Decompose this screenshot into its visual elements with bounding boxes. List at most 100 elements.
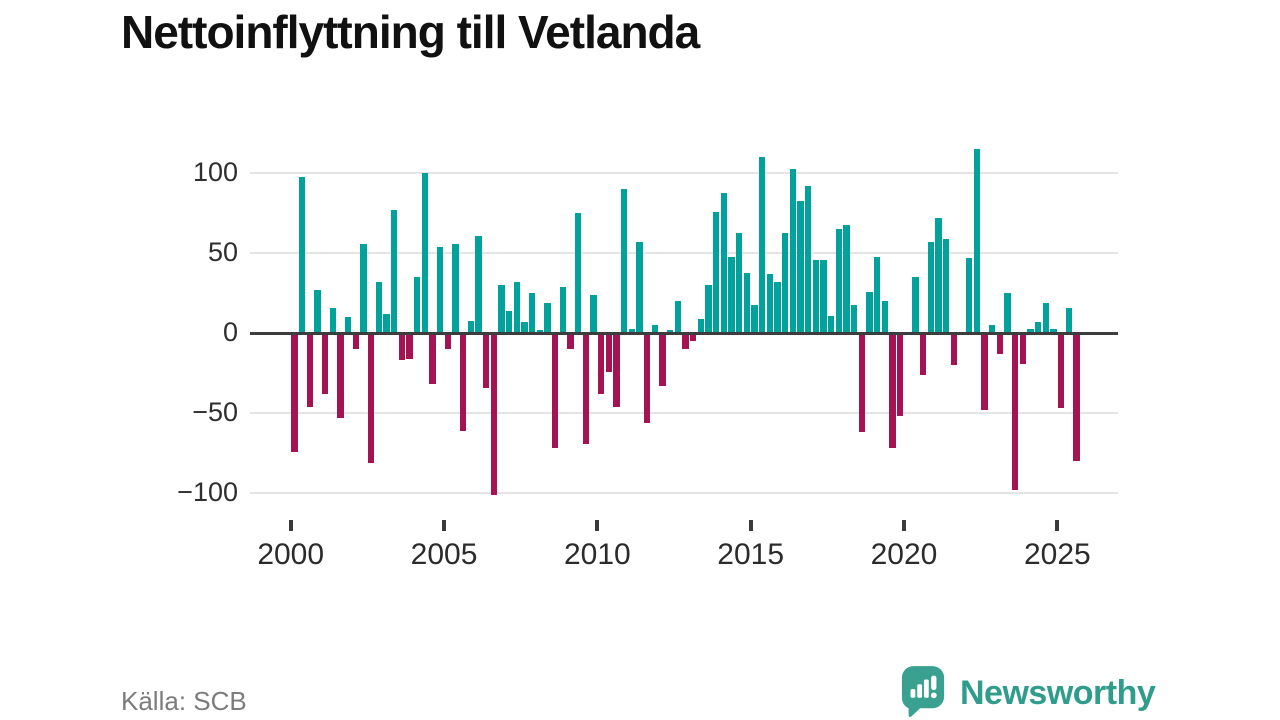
bar-2022-q4 xyxy=(988,325,996,334)
bar-2005-q4 xyxy=(467,320,474,334)
bar-2000-q4 xyxy=(314,290,321,334)
bar-2018-q1 xyxy=(843,224,850,334)
bar-2005-q3 xyxy=(459,333,467,431)
bar-2010-q4 xyxy=(620,189,628,334)
bar-2025-q2 xyxy=(1065,307,1072,334)
bar-2015-q4 xyxy=(774,282,781,334)
gridline-y-100 xyxy=(250,492,1118,495)
x-axis-label: 2025 xyxy=(1023,538,1091,571)
x-axis-label: 2020 xyxy=(870,538,938,571)
x-axis-label: 2005 xyxy=(410,538,478,571)
bar-2012-q4 xyxy=(682,333,689,350)
bar-2011-q1 xyxy=(628,328,635,334)
y-axis-label: 0 xyxy=(222,317,238,348)
bar-2008-q4 xyxy=(559,286,566,334)
x-tick-2000 xyxy=(288,520,293,531)
bar-2017-q4 xyxy=(835,229,842,334)
bar-2001-q2 xyxy=(329,307,336,334)
bar-2024-q3 xyxy=(1042,302,1049,334)
bar-2016-q2 xyxy=(789,168,796,334)
bar-2014-q3 xyxy=(735,232,743,334)
bar-2013-q2 xyxy=(697,318,704,334)
bar-2004-q1 xyxy=(413,277,421,334)
newsworthy-logo-icon xyxy=(900,664,946,720)
bar-2017-q3 xyxy=(827,315,835,334)
bar-2007-q4 xyxy=(528,293,536,334)
newsworthy-brand: Newsworthy xyxy=(900,664,1156,720)
bar-2007-q3 xyxy=(521,322,528,334)
bar-2007-q2 xyxy=(513,282,520,334)
bar-2023-q3 xyxy=(1011,333,1019,491)
bar-2006-q4 xyxy=(498,285,505,334)
newsworthy-wordmark: Newsworthy xyxy=(960,674,1156,712)
bar-2008-q1 xyxy=(536,330,543,334)
bar-2000-q1 xyxy=(291,333,298,452)
bar-2016-q1 xyxy=(781,232,789,334)
x-axis-label: 2010 xyxy=(563,538,631,571)
bar-2023-q4 xyxy=(1019,333,1026,364)
bar-2001-q1 xyxy=(321,333,329,395)
x-tick-2010 xyxy=(595,520,600,531)
bar-2025-q3 xyxy=(1073,333,1080,462)
x-tick-2020 xyxy=(902,520,906,531)
bar-2018-q2 xyxy=(850,304,858,334)
bar-2023-q1 xyxy=(996,333,1003,355)
bar-2004-q2 xyxy=(421,173,428,334)
bar-2009-q3 xyxy=(582,333,589,444)
bar-2020-q3 xyxy=(919,333,927,375)
bar-2018-q4 xyxy=(866,291,873,334)
bar-2003-q2 xyxy=(390,210,398,334)
bar-2012-q1 xyxy=(659,333,666,387)
bar-2006-q3 xyxy=(490,333,497,495)
x-tick-2005 xyxy=(442,520,447,531)
bar-2000-q2 xyxy=(298,176,306,334)
bar-2011-q3 xyxy=(643,333,651,423)
x-tick-2015 xyxy=(748,520,753,531)
bar-2022-q1 xyxy=(965,258,973,334)
y-axis-label: −100 xyxy=(177,477,238,508)
bar-2021-q3 xyxy=(950,333,957,366)
bar-2013-q4 xyxy=(712,211,720,334)
bar-2024-q1 xyxy=(1027,328,1034,334)
bar-2024-q4 xyxy=(1050,328,1057,334)
bar-2003-q1 xyxy=(383,314,390,334)
bar-2005-q1 xyxy=(444,333,451,350)
bar-2017-q2 xyxy=(820,259,827,334)
bar-2015-q1 xyxy=(751,304,758,334)
bar-2013-q3 xyxy=(705,285,712,334)
bar-2002-q2 xyxy=(360,243,367,334)
y-axis-label: 100 xyxy=(192,157,238,188)
bar-2021-q1 xyxy=(935,218,942,334)
bar-2004-q4 xyxy=(436,246,444,334)
x-axis-label: 2015 xyxy=(717,538,785,571)
bar-2019-q1 xyxy=(873,256,881,334)
bar-2010-q2 xyxy=(605,333,612,372)
bar-2016-q3 xyxy=(797,200,804,334)
bar-2015-q2 xyxy=(758,157,766,334)
bar-2019-q3 xyxy=(889,333,896,449)
bar-2006-q1 xyxy=(475,235,482,334)
bar-2024-q2 xyxy=(1034,322,1042,334)
bar-2002-q4 xyxy=(375,282,382,334)
bar-2009-q1 xyxy=(567,333,574,350)
bar-2003-q3 xyxy=(398,333,405,361)
bar-2018-q3 xyxy=(858,333,865,433)
source-caption: Källa: SCB xyxy=(121,686,247,716)
bar-2011-q4 xyxy=(651,325,658,334)
bar-2009-q4 xyxy=(590,294,597,334)
bar-2001-q4 xyxy=(344,317,352,334)
bar-2013-q1 xyxy=(689,333,697,342)
chart-title: Nettoinflyttning till Vetlanda xyxy=(121,6,700,58)
bar-2011-q2 xyxy=(636,242,643,334)
bar-2008-q3 xyxy=(551,333,559,449)
x-tick-2025 xyxy=(1055,520,1060,531)
bar-2025-q1 xyxy=(1057,333,1065,409)
bar-2019-q2 xyxy=(881,301,888,334)
bar-2004-q3 xyxy=(429,333,436,385)
bar-2001-q3 xyxy=(337,333,344,419)
bar-2003-q4 xyxy=(406,333,413,359)
bar-2016-q4 xyxy=(804,186,812,334)
bar-2006-q2 xyxy=(482,333,490,388)
bar-2022-q2 xyxy=(973,149,980,334)
